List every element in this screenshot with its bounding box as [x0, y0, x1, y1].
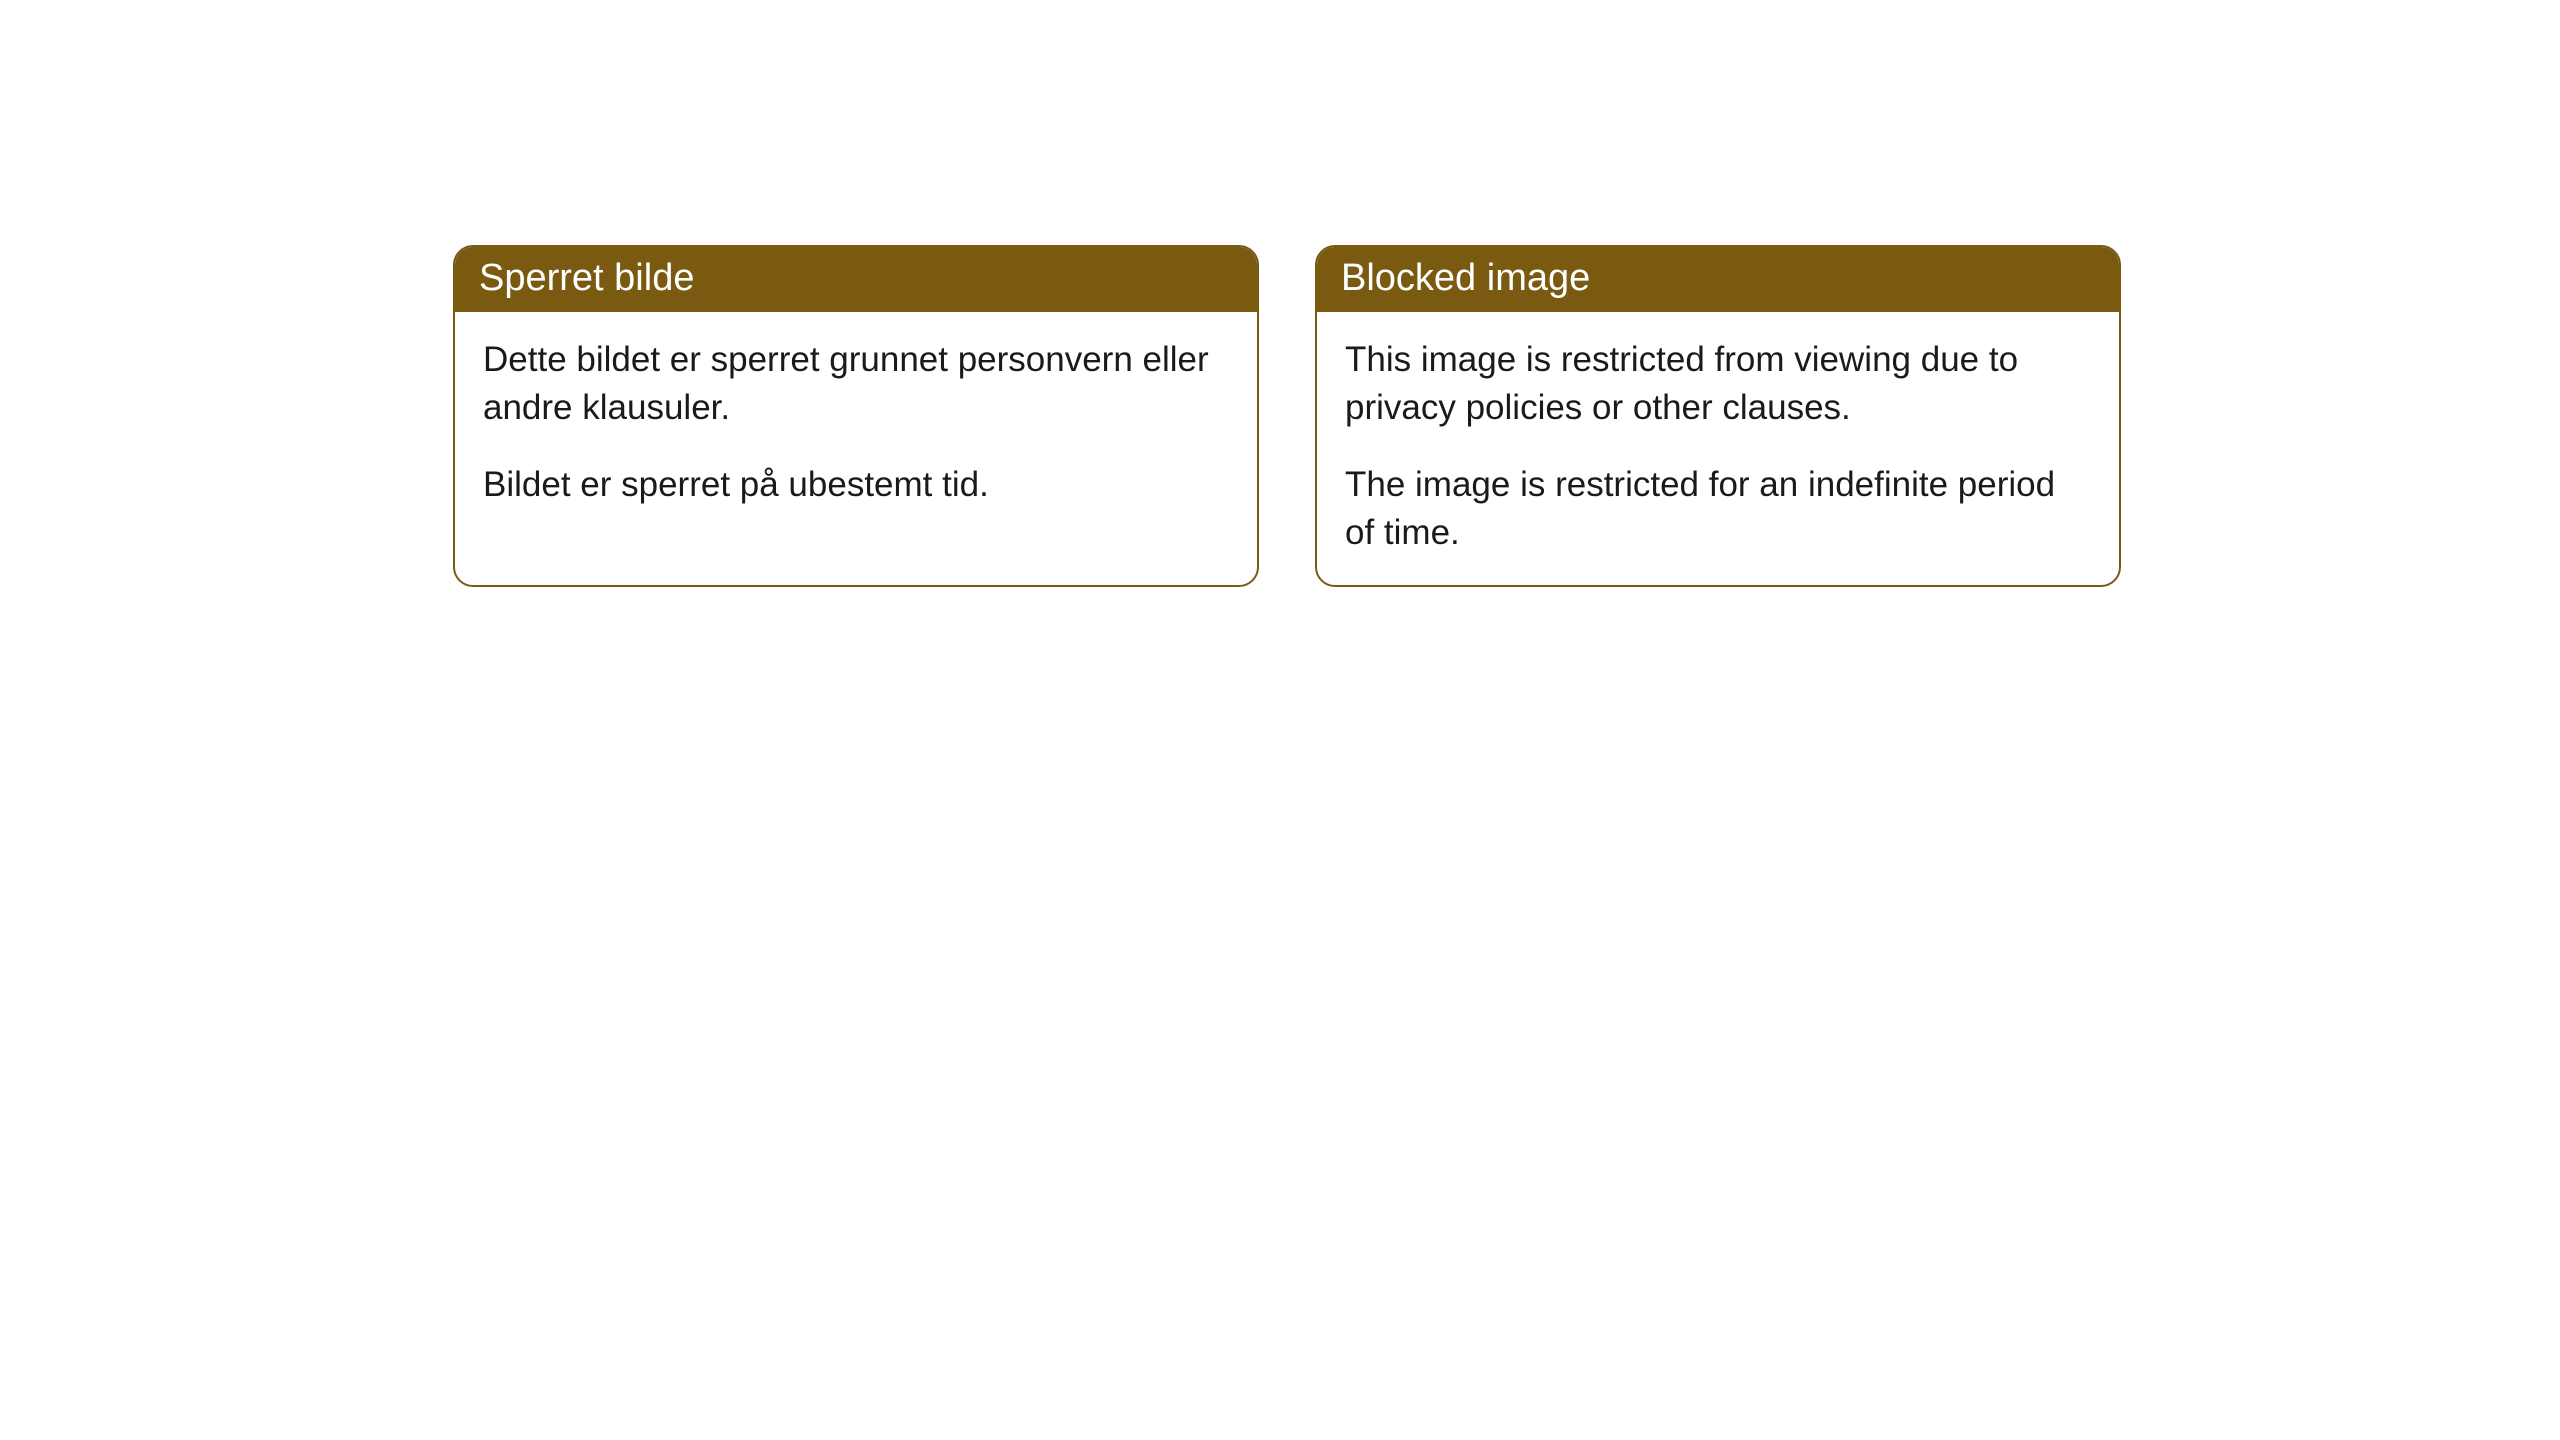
card-title: Sperret bilde — [479, 257, 694, 299]
card-paragraph: This image is restricted from viewing du… — [1345, 336, 2091, 433]
notice-card-norwegian: Sperret bilde Dette bildet er sperret gr… — [453, 245, 1259, 587]
card-body-norwegian: Dette bildet er sperret grunnet personve… — [455, 312, 1257, 537]
card-paragraph: Dette bildet er sperret grunnet personve… — [483, 336, 1229, 433]
card-paragraph: Bildet er sperret på ubestemt tid. — [483, 461, 1229, 509]
notice-cards-container: Sperret bilde Dette bildet er sperret gr… — [453, 245, 2560, 587]
card-title: Blocked image — [1341, 257, 1590, 299]
notice-card-english: Blocked image This image is restricted f… — [1315, 245, 2121, 587]
card-paragraph: The image is restricted for an indefinit… — [1345, 461, 2091, 558]
card-body-english: This image is restricted from viewing du… — [1317, 312, 2119, 585]
card-header-english: Blocked image — [1317, 247, 2119, 312]
card-header-norwegian: Sperret bilde — [455, 247, 1257, 312]
